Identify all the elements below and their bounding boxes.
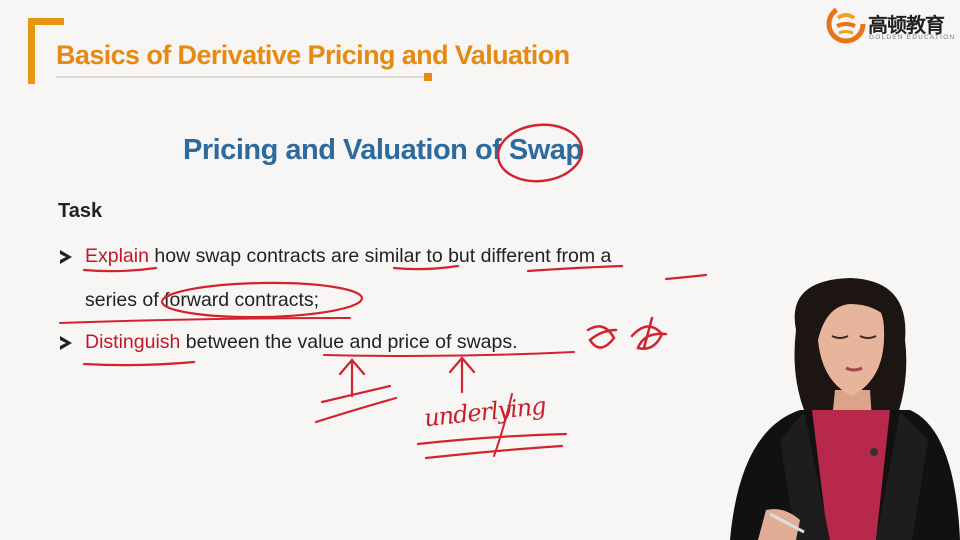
presenter-video	[730, 278, 960, 540]
double-line-under-underlying	[416, 432, 568, 460]
brand-logo: 高顿教育 GOLDEN EDUCATION	[826, 4, 956, 46]
doodle-symbol-1	[586, 325, 618, 349]
task-heading: Task	[58, 200, 103, 222]
underline-explain	[82, 266, 158, 273]
bullet-1-line-1: Explain how swap contracts are similar t…	[85, 245, 611, 268]
bullet-arrow-icon	[60, 336, 72, 350]
logo-english-text: GOLDEN EDUCATION	[869, 34, 956, 41]
bullet-1-line-2: series of forward contracts;	[85, 289, 320, 311]
underline-distinguish	[82, 360, 196, 367]
header-bracket-decoration	[28, 18, 64, 84]
double-line-under-value	[314, 384, 398, 424]
bullet-2-keyword: Distinguish	[85, 331, 181, 353]
header-title: Basics of Derivative Pricing and Valuati…	[56, 40, 570, 70]
arrow-to-price	[448, 356, 476, 394]
doodle-symbol-2	[630, 316, 668, 350]
bullet-1-keyword: Explain	[85, 245, 149, 267]
arrow-to-value	[338, 358, 366, 398]
golden-education-logo-icon	[826, 4, 866, 44]
slide-title: Pricing and Valuation of Swap	[183, 134, 583, 166]
bullet-arrow-icon	[60, 250, 72, 264]
header-divider	[56, 76, 426, 78]
handwritten-underlying-note: underlying	[422, 391, 547, 433]
underline-series	[59, 317, 351, 324]
bullet-2-text: between the value and price of swaps.	[180, 331, 518, 353]
bullet-1-text: how swap contracts are similar to but di…	[148, 245, 612, 267]
logo-chinese-text: 高顿教育	[868, 13, 945, 37]
header-divider-dot	[424, 73, 432, 81]
bullet-2-line-1: Distinguish between the value and price …	[85, 331, 518, 354]
